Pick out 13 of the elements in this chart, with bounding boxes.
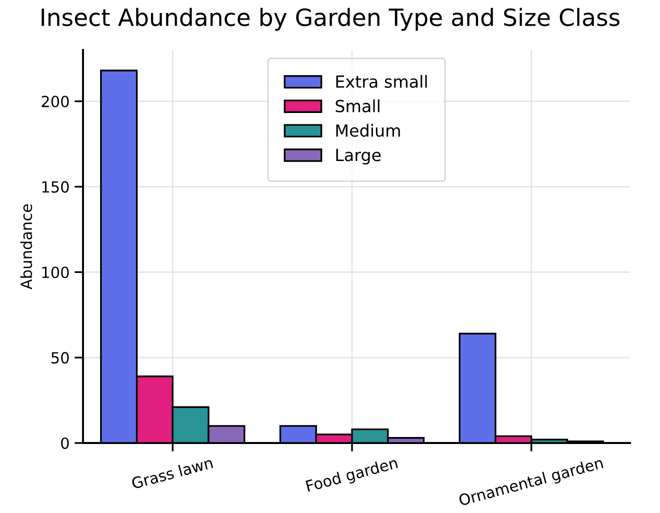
y-tick-label: 100 — [42, 266, 69, 278]
y-tick-label: 50 — [52, 352, 69, 364]
y-tick-label: 0 — [61, 437, 69, 450]
x-tick-label: Food garden — [306, 456, 399, 495]
y-tick-label: 200 — [42, 96, 69, 108]
legend-label: Small — [336, 99, 380, 112]
legend-label: Medium — [336, 124, 400, 137]
x-tick-label: Grass lawn — [131, 456, 214, 490]
chart-title: Insect Abundance by Garden Type and Size Class — [42, 8, 620, 31]
y-tick-label: 150 — [42, 181, 69, 193]
y-axis-title: Abundance — [20, 204, 32, 290]
legend-label: Large — [336, 148, 381, 165]
legend-label: Extra small — [336, 75, 427, 88]
